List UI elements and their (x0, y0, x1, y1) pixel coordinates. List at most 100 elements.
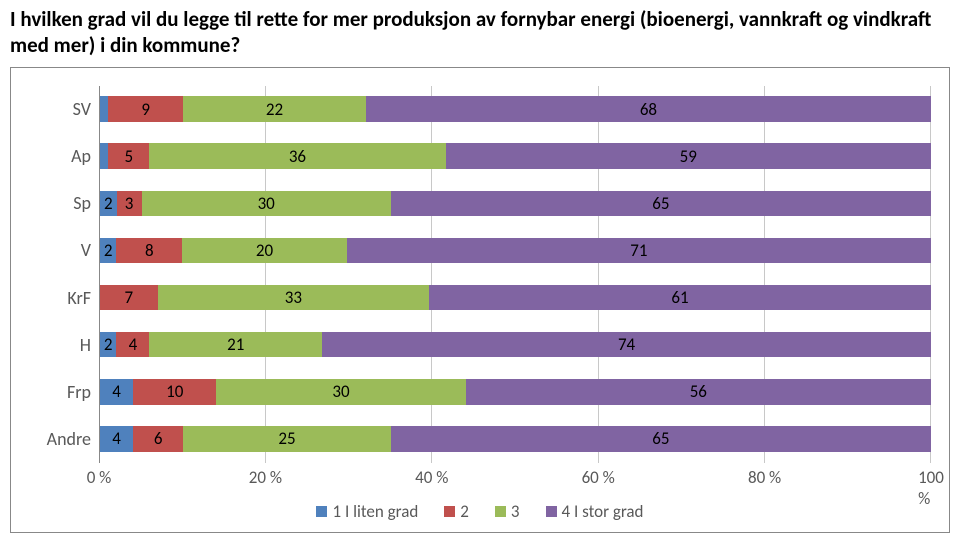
data-label: 33 (285, 287, 302, 308)
bar-segment: 2 (100, 238, 116, 263)
bar-segment: 4 (100, 379, 133, 404)
data-label: 4 (112, 428, 121, 449)
bar-segment: 30 (142, 191, 391, 216)
legend-item: 1 I liten grad (316, 501, 418, 522)
stacked-bar: 9 22 68 (100, 96, 931, 121)
bar-segment: 59 (446, 143, 931, 168)
legend-item: 3 (495, 501, 520, 522)
category-column: SVApSpVKrFHFrpAndre (29, 86, 99, 463)
data-label: 59 (680, 146, 697, 167)
category-label: V (29, 227, 99, 274)
bar-segment: 56 (466, 379, 931, 404)
bar-segment: 25 (183, 426, 391, 451)
bar-segment: 21 (149, 332, 322, 357)
bar-segment: 36 (149, 143, 445, 168)
bar-segment: 8 (116, 238, 182, 263)
data-label: 7 (124, 287, 133, 308)
category-label: Andre (29, 415, 99, 462)
category-label: Ap (29, 133, 99, 180)
chart-frame: SVApSpVKrFHFrpAndre 92268536592330652820… (10, 67, 950, 533)
bar-segment (100, 96, 108, 121)
data-label: 65 (652, 193, 669, 214)
bar-row: 7 33 61 (100, 274, 931, 321)
data-label: 61 (671, 287, 688, 308)
bar-segment: 6 (133, 426, 183, 451)
stacked-bar: 23 30 65 (100, 191, 931, 216)
data-label: 68 (640, 99, 657, 120)
bar-segment: 68 (366, 96, 931, 121)
legend-swatch (444, 506, 455, 517)
data-label: 6 (154, 428, 163, 449)
bar-segment: 22 (183, 96, 366, 121)
legend-label: 4 I stor grad (562, 501, 644, 522)
data-label: 74 (618, 334, 635, 355)
x-axis: 0 %20 %40 %60 %80 %100 % (29, 463, 931, 491)
stacked-bar: 28 20 71 (100, 238, 931, 263)
bar-row: 9 22 68 (100, 86, 931, 133)
bar-segment: 3 (117, 191, 142, 216)
bar-segment: 30 (216, 379, 465, 404)
legend-item: 4 I stor grad (546, 501, 644, 522)
bar-segment: 4 (100, 426, 133, 451)
stacked-bar: 4 10 30 56 (100, 379, 931, 404)
bar-segment: 5 (108, 143, 149, 168)
data-label: 65 (652, 428, 669, 449)
chart-title: I hvilken grad vil du legge til rette fo… (0, 0, 960, 67)
data-label: 5 (124, 146, 133, 167)
data-label: 30 (332, 381, 349, 402)
category-label: H (29, 321, 99, 368)
data-label: 71 (630, 240, 647, 261)
axis-tick: 60 % (582, 467, 615, 488)
data-label: 36 (289, 146, 306, 167)
legend-swatch (316, 506, 327, 517)
data-label: 2 (104, 334, 113, 355)
data-label: 4 (112, 381, 121, 402)
category-label: SV (29, 86, 99, 133)
axis-tick: 20 % (249, 467, 282, 488)
data-label: 22 (266, 99, 283, 120)
stacked-bar: 7 33 61 (100, 285, 931, 310)
bar-segment: 9 (108, 96, 183, 121)
bar-segment: 4 (116, 332, 149, 357)
bar-segment: 61 (429, 285, 931, 310)
data-label: 3 (125, 193, 134, 214)
bar-segment: 7 (100, 285, 158, 310)
data-label: 21 (227, 334, 244, 355)
axis-tick: 0 % (87, 467, 112, 488)
bar-segment: 2 (100, 191, 117, 216)
bar-segment: 2 (100, 332, 116, 357)
bar-row: 5 36 59 (100, 133, 931, 180)
legend-label: 3 (511, 501, 520, 522)
bar-segment: 33 (158, 285, 430, 310)
axis-tick: 40 % (415, 467, 448, 488)
data-label: 2 (104, 240, 113, 261)
bar-segment: 74 (322, 332, 931, 357)
legend-item: 2 (444, 501, 469, 522)
axis-tick: 80 % (748, 467, 781, 488)
category-label: KrF (29, 274, 99, 321)
stacked-bar: 24 21 74 (100, 332, 931, 357)
bar-segment (100, 143, 108, 168)
legend: 1 I liten grad 2 3 4 I stor grad (29, 491, 931, 522)
data-label: 2 (104, 193, 113, 214)
data-label: 10 (166, 381, 183, 402)
data-label: 20 (256, 240, 273, 261)
data-label: 30 (258, 193, 275, 214)
data-label: 25 (278, 428, 295, 449)
legend-swatch (546, 506, 557, 517)
bar-segment: 71 (347, 238, 931, 263)
bar-segment: 10 (133, 379, 216, 404)
data-label: 56 (690, 381, 707, 402)
bar-row: 23 30 65 (100, 180, 931, 227)
legend-label: 2 (460, 501, 469, 522)
stacked-bar: 4 6 25 65 (100, 426, 931, 451)
axis-ticks: 0 %20 %40 %60 %80 %100 % (99, 463, 931, 491)
data-label: 4 (129, 334, 138, 355)
bar-row: 4 10 30 56 (100, 368, 931, 415)
bar-row: 24 21 74 (100, 321, 931, 368)
stacked-bar: 5 36 59 (100, 143, 931, 168)
bar-row: 4 6 25 65 (100, 415, 931, 462)
category-label: Sp (29, 180, 99, 227)
bar-row: 28 20 71 (100, 227, 931, 274)
axis-tick: 100 % (918, 467, 944, 509)
